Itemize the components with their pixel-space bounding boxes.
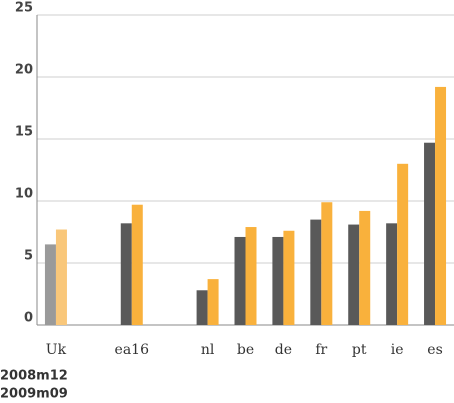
bar (120, 223, 132, 325)
bar (386, 223, 398, 325)
y-tick-label: 15 (15, 125, 33, 140)
bar (397, 163, 409, 325)
bar (272, 236, 284, 325)
bar (321, 202, 333, 325)
bar (234, 236, 246, 325)
bar (359, 210, 371, 325)
x-tick-label: ie (391, 342, 404, 358)
x-tick-label: ea16 (115, 342, 150, 358)
bar (348, 224, 360, 325)
y-tick-label: 25 (15, 1, 33, 16)
x-tick-label: es (427, 342, 442, 358)
bar (245, 227, 257, 325)
y-tick-label: 20 (15, 63, 33, 78)
x-tick-label: nl (201, 342, 215, 358)
x-tick-label: de (275, 342, 292, 358)
bar (131, 204, 143, 325)
y-tick-label: 5 (24, 249, 33, 264)
bar (44, 244, 56, 325)
bar (196, 290, 208, 325)
bar (55, 229, 67, 325)
x-tick-label: be (237, 342, 254, 358)
legend-label: 2009m09 (0, 387, 68, 402)
bar (424, 142, 436, 325)
y-tick-label: 0 (24, 311, 33, 326)
bar (207, 279, 219, 325)
y-tick-label: 10 (15, 187, 33, 202)
x-tick-label: Uk (46, 342, 67, 358)
legend-label: 2008m12 (0, 369, 68, 384)
bar (283, 230, 295, 325)
bar (435, 86, 447, 325)
bar (310, 219, 322, 325)
x-tick-label: pt (352, 342, 367, 358)
x-tick-label: fr (315, 342, 327, 358)
